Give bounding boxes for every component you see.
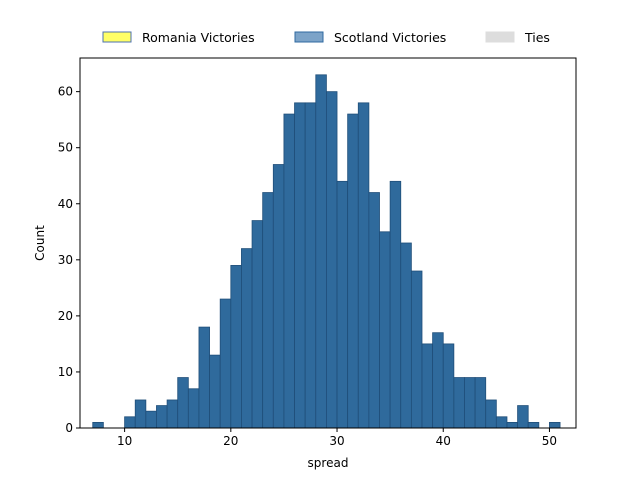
histogram-bar <box>453 377 465 429</box>
histogram-bar <box>209 354 221 429</box>
histogram-bar <box>187 388 200 429</box>
histogram-bar <box>262 192 274 429</box>
histogram-bar <box>166 399 179 429</box>
histogram-bars <box>92 74 561 429</box>
y-axis: 0 10 20 30 40 50 60 <box>58 85 80 435</box>
histogram-bar <box>283 113 295 429</box>
histogram-bar <box>495 416 508 429</box>
histogram-bar <box>506 421 518 429</box>
histogram-bar <box>357 102 370 429</box>
y-tick-label: 60 <box>58 85 73 99</box>
histogram-bar <box>272 164 285 429</box>
histogram-bar <box>389 180 402 429</box>
x-axis-label: spread <box>308 456 349 470</box>
histogram-bar <box>432 332 444 429</box>
histogram-bar <box>421 343 434 429</box>
histogram-bar <box>527 421 540 429</box>
y-tick-label: 50 <box>58 141 73 155</box>
x-tick-label: 30 <box>329 434 344 448</box>
histogram-bar <box>442 343 455 429</box>
histogram-bar <box>145 410 157 429</box>
histogram-bar <box>464 377 476 429</box>
histogram-bar <box>294 102 306 429</box>
histogram-bar <box>368 192 380 429</box>
legend-swatch <box>485 31 515 43</box>
x-tick-label: 40 <box>436 434 451 448</box>
x-tick-label: 50 <box>542 434 557 448</box>
histogram-bar <box>304 102 317 429</box>
histogram-bar <box>485 399 497 429</box>
y-tick-label: 20 <box>58 309 73 323</box>
histogram-bar <box>474 377 487 429</box>
y-tick-label: 0 <box>65 421 73 435</box>
histogram-bar <box>549 421 561 429</box>
y-tick-label: 30 <box>58 253 73 267</box>
histogram-bar <box>315 74 327 429</box>
legend-label: Ties <box>524 30 550 45</box>
histogram-bar <box>124 416 136 429</box>
legend: Romania Victories Scotland Victories Ties <box>102 30 550 45</box>
histogram-bar <box>379 231 391 429</box>
histogram-bar <box>336 180 349 429</box>
histogram-bar <box>241 248 253 429</box>
x-axis: 10 20 30 40 50 <box>117 428 557 448</box>
histogram-bar <box>410 270 423 429</box>
legend-swatch <box>294 31 324 43</box>
histogram-bar <box>156 405 168 429</box>
histogram-bar <box>400 242 412 429</box>
histogram-bar <box>219 298 232 429</box>
x-tick-label: 10 <box>117 434 132 448</box>
x-tick-label: 20 <box>223 434 238 448</box>
histogram-bar <box>230 265 242 429</box>
legend-label: Scotland Victories <box>334 30 446 45</box>
histogram-bar <box>326 91 338 429</box>
histogram-bar <box>134 399 147 429</box>
y-tick-label: 40 <box>58 197 73 211</box>
histogram-bar <box>251 220 264 429</box>
y-tick-label: 10 <box>58 365 73 379</box>
histogram-bar <box>198 326 210 429</box>
legend-swatch <box>102 31 132 43</box>
legend-label: Romania Victories <box>142 30 255 45</box>
histogram-bar <box>347 113 359 429</box>
histogram-bar <box>517 405 529 429</box>
histogram-bar <box>177 377 189 429</box>
histogram-bar <box>92 421 104 429</box>
plot-frame <box>79 57 577 429</box>
y-axis-label: Count <box>33 225 47 261</box>
